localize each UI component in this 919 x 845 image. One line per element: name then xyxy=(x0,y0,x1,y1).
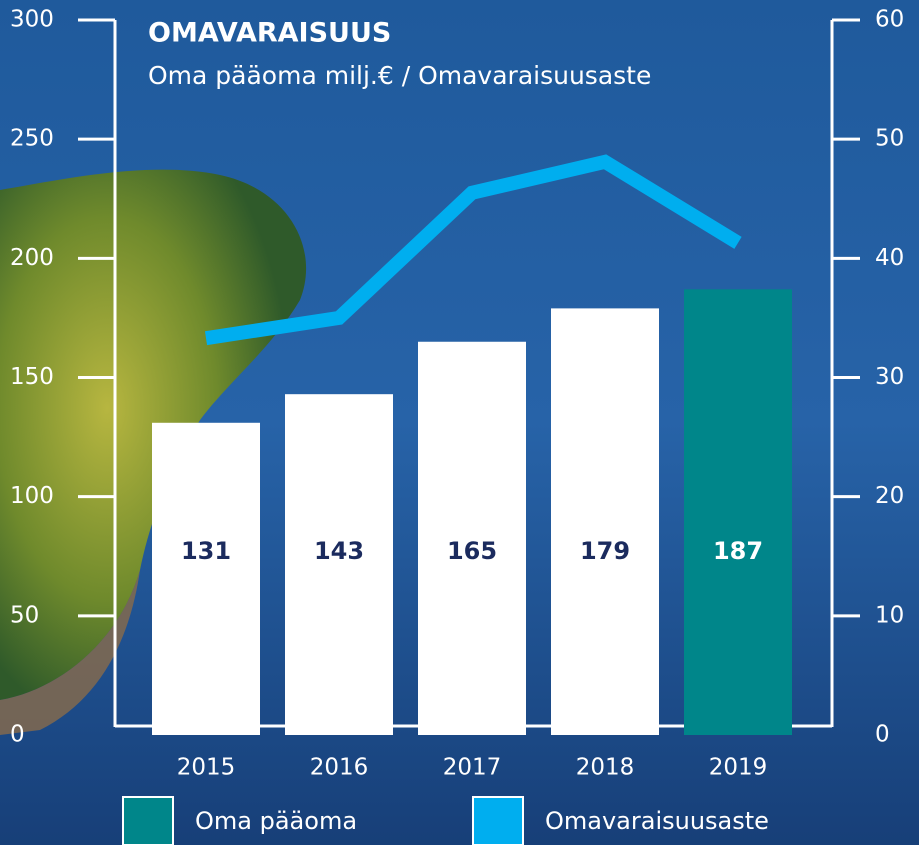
y2-tick-label: 10 xyxy=(875,602,904,628)
bar xyxy=(551,308,659,735)
data-label: 187 xyxy=(713,537,763,565)
line xyxy=(204,154,742,346)
shore xyxy=(0,570,140,735)
y2-tick-label: 50 xyxy=(875,126,904,152)
y2-tick-label: 0 xyxy=(875,722,890,748)
data-label: 143 xyxy=(314,537,364,565)
y-tick-label: 300 xyxy=(10,7,54,33)
y-tick-label: 50 xyxy=(10,602,39,628)
data-label: 165 xyxy=(447,537,497,565)
y2-tick-label: 30 xyxy=(875,364,904,390)
y2-tick-label: 40 xyxy=(875,245,904,271)
x-tick-label: 2015 xyxy=(177,755,236,781)
x-tick-label: 2018 xyxy=(576,755,635,781)
y-tick-label: 200 xyxy=(10,245,54,271)
data-label: 179 xyxy=(580,537,630,565)
legend-label: Oma pääoma xyxy=(195,807,357,835)
data-label: 131 xyxy=(181,537,231,565)
y2-tick-label: 60 xyxy=(875,7,904,33)
bar xyxy=(684,289,792,735)
y-tick-label: 100 xyxy=(10,483,54,509)
bar xyxy=(152,422,260,735)
x-tick-label: 2019 xyxy=(709,755,768,781)
chart-title: OMAVARAISUUS xyxy=(148,18,391,49)
bar xyxy=(285,394,393,735)
x-tick-label: 2017 xyxy=(443,755,502,781)
legend-label: Omavaraisuusaste xyxy=(545,807,769,835)
bar xyxy=(418,341,526,735)
y-tick-label: 150 xyxy=(10,364,54,390)
y-tick-label: 250 xyxy=(10,126,54,152)
y2-tick-label: 20 xyxy=(875,483,904,509)
chart-subtitle: Oma pääoma milj.€ / Omavaraisuusaste xyxy=(148,61,651,90)
legend-swatch xyxy=(122,796,174,845)
x-tick-label: 2016 xyxy=(310,755,369,781)
y-tick-label: 0 xyxy=(10,722,25,748)
legend-swatch xyxy=(472,796,524,845)
